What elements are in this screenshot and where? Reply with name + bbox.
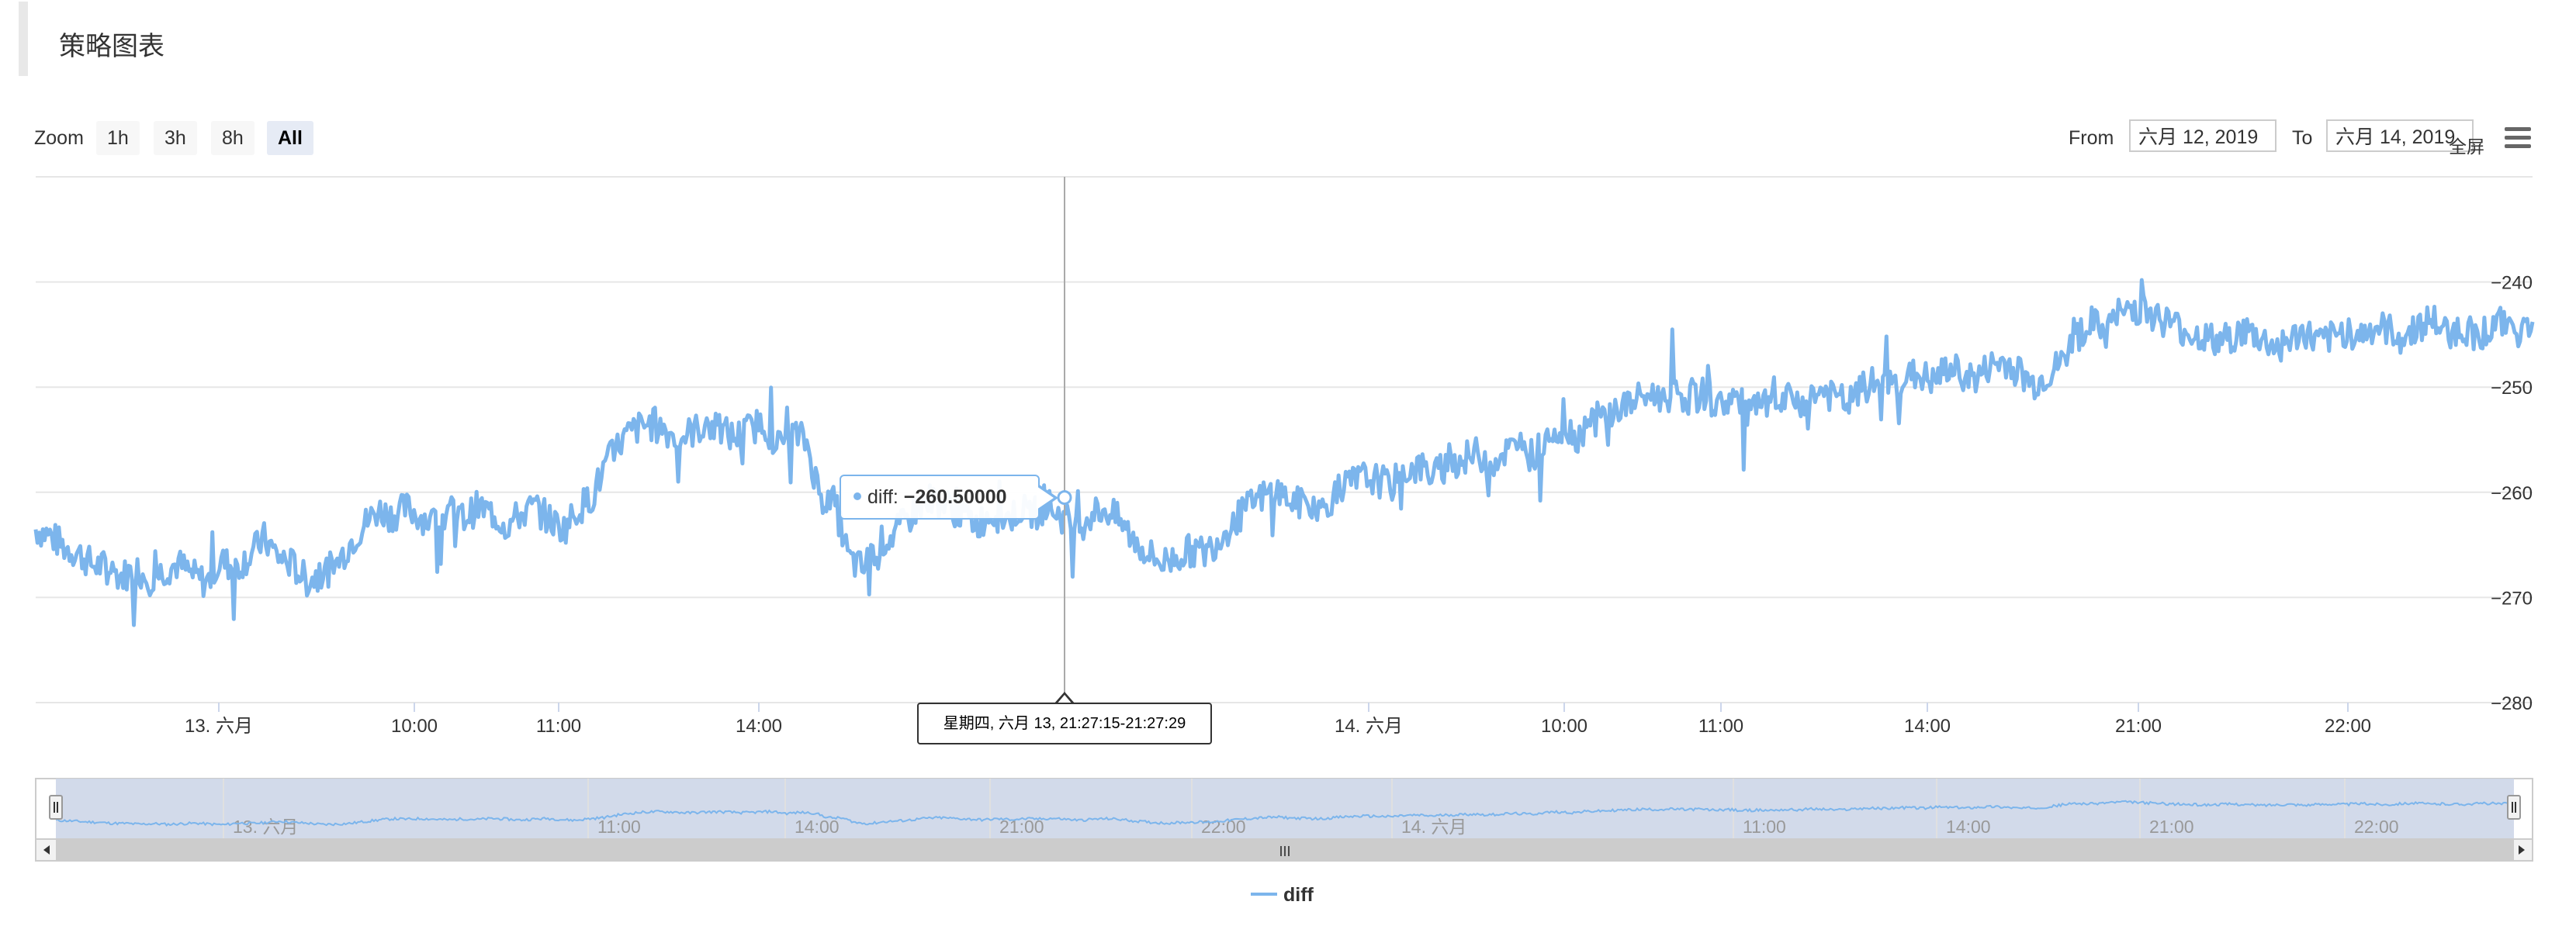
from-label: From <box>2069 127 2114 149</box>
fullscreen-button[interactable]: 全屏 <box>2449 136 2484 157</box>
y-tick-label: −280 <box>2491 693 2533 714</box>
legend-label: diff <box>1283 884 1314 906</box>
handle-body <box>49 795 63 820</box>
navigator-tick-label: 13. 六月 <box>233 817 298 837</box>
hamburger-menu-icon[interactable] <box>2505 127 2531 149</box>
x-axis-tooltip: 星期四, 六月 13, 21:27:15-21:27:29 <box>917 703 1212 744</box>
x-tick-label: 11:00 <box>536 716 581 737</box>
series-diff <box>33 278 2535 627</box>
x-tick-label: 14:00 <box>736 716 782 737</box>
zoom-all-button[interactable]: All <box>267 121 313 155</box>
zoom-8h-button[interactable]: 8h <box>211 121 254 155</box>
navigator-tick-label: 22:00 <box>1201 817 1246 837</box>
legend-line-icon <box>1251 893 1277 896</box>
series-dot-icon <box>853 492 861 501</box>
navigator-tick-label: 21:00 <box>999 817 1044 837</box>
handle-body <box>2507 795 2521 820</box>
y-tick-label: −270 <box>2491 588 2533 609</box>
zoom-1h-button[interactable]: 1h <box>96 121 140 155</box>
y-axis: −240 −250 −260 −270 −280 <box>2491 273 2533 714</box>
y-tick-label: −250 <box>2491 378 2533 399</box>
navigator-left-handle[interactable] <box>49 795 63 820</box>
title-accent-bar <box>19 2 28 76</box>
y-tick-label: −240 <box>2491 273 2533 294</box>
navigator: 13. 六月 11:00 14:00 21:00 22:00 14. 六月 11:00 14:… <box>35 778 2533 862</box>
grid-lines <box>36 176 2533 703</box>
chart-title-bar: 策略图表 <box>19 2 2502 76</box>
crosshair <box>1057 177 1072 703</box>
tooltip-value: −260.50000 <box>903 486 1007 508</box>
x-tick-label: 10:00 <box>1541 716 1587 737</box>
scroll-right-arrow-icon <box>2519 845 2525 855</box>
navigator-tick-label: 14:00 <box>795 817 840 837</box>
x-tick-label: 22:00 <box>2325 716 2371 737</box>
tooltip-pointer-inner <box>1037 486 1054 509</box>
x-tick-label: 11:00 <box>1698 716 1743 737</box>
from-date-input[interactable]: 六月 12, 2019 <box>2129 119 2277 152</box>
page-title: 策略图表 <box>59 32 164 61</box>
to-date-input[interactable]: 六月 14, 2019 <box>2326 119 2474 152</box>
series-line-diff <box>33 278 2535 627</box>
legend-item-diff[interactable]: diff <box>1251 884 1314 912</box>
navigator-series-line <box>55 800 2515 827</box>
x-tooltip-pointer-inner <box>1056 695 1073 705</box>
zoom-3h-button[interactable]: 3h <box>154 121 197 155</box>
x-tick-label: 14:00 <box>1904 716 1951 737</box>
y-tick-label: −260 <box>2491 483 2533 504</box>
x-tick-label: 10:00 <box>391 716 438 737</box>
x-tick-label: 13. 六月 <box>185 716 253 737</box>
navigator-scrollbar[interactable]: III <box>35 838 2533 862</box>
point-tooltip: diff: −260.50000 <box>840 475 1040 520</box>
navigator-tick-label: 11:00 <box>597 817 641 837</box>
zoom-label: Zoom <box>34 127 84 149</box>
x-tick-label: 14. 六月 <box>1335 716 1403 737</box>
to-label: To <box>2292 127 2313 149</box>
scrollbar-grip-icon: III <box>1279 844 1290 859</box>
hover-point-marker <box>1057 490 1072 506</box>
tooltip-series-label: diff: <box>867 486 904 508</box>
scrollbar-thumb <box>56 839 2514 861</box>
scroll-left-arrow-icon <box>43 845 50 855</box>
navigator-right-handle[interactable] <box>2507 795 2521 820</box>
navigator-tick-label: 21:00 <box>2149 817 2194 837</box>
navigator-tick-label: 22:00 <box>2354 817 2399 837</box>
x-axis: 13. 六月 10:00 11:00 14:00 14. 六月 10:00 11:00 14:… <box>185 703 2371 737</box>
range-selector-toolbar: Zoom 1h 3h 8h All From 六月 12, 2019 To 六月… <box>34 118 2548 161</box>
navigator-tick-label: 11:00 <box>1743 817 1786 837</box>
navigator-tick-label: 14. 六月 <box>1401 817 1466 837</box>
x-tick-label: 21:00 <box>2115 716 2162 737</box>
navigator-selected-range <box>56 779 2514 839</box>
navigator-tick-label: 14:00 <box>1946 817 1991 837</box>
